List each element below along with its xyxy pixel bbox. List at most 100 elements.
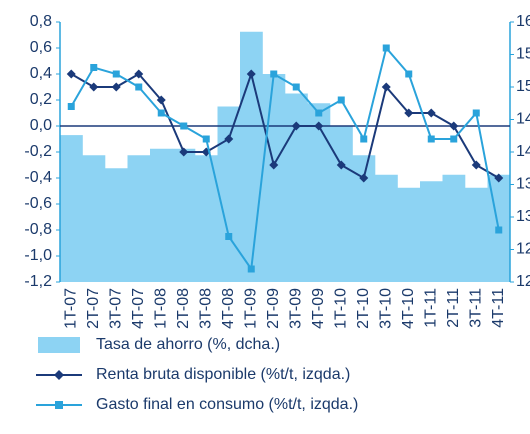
bar bbox=[172, 148, 196, 282]
bar bbox=[307, 103, 331, 282]
marker bbox=[315, 109, 323, 117]
y2-tick-label: 15,5 bbox=[516, 46, 530, 63]
y2-tick-label: 13,5 bbox=[516, 176, 530, 193]
bar bbox=[420, 181, 443, 282]
marker bbox=[156, 95, 166, 105]
x-tick-label: 1T-07 bbox=[62, 288, 79, 329]
marker bbox=[269, 160, 279, 170]
y-tick-label: -1,2 bbox=[24, 273, 52, 290]
marker bbox=[359, 173, 369, 183]
marker bbox=[135, 83, 143, 91]
marker bbox=[450, 135, 458, 143]
marker bbox=[90, 64, 98, 71]
marker bbox=[292, 83, 300, 91]
legend-label: Renta bruta disponible (%t/t, izqda.) bbox=[96, 366, 350, 383]
marker bbox=[471, 160, 481, 170]
x-tick-label: 4T-10 bbox=[400, 288, 417, 329]
bar bbox=[397, 187, 421, 282]
x-tick-label: 4T-09 bbox=[310, 288, 327, 329]
y-tick-label: 0,0 bbox=[30, 117, 52, 134]
y2-tick-label: 12,5 bbox=[516, 241, 530, 258]
x-tick-label: 1T-09 bbox=[242, 288, 259, 329]
marker bbox=[179, 147, 189, 157]
legend-swatch bbox=[38, 337, 80, 353]
bar bbox=[60, 135, 83, 282]
marker bbox=[382, 44, 390, 52]
marker bbox=[66, 69, 76, 79]
y-tick-label: -1,0 bbox=[24, 247, 52, 264]
marker bbox=[405, 70, 413, 78]
y-tick-label: -0,8 bbox=[24, 221, 52, 238]
bar bbox=[195, 155, 218, 282]
x-tick-label: 4T-11 bbox=[490, 288, 507, 328]
x-tick-label: 1T-08 bbox=[152, 288, 169, 329]
marker bbox=[247, 265, 255, 273]
y2-tick-label: 14,0 bbox=[516, 143, 530, 160]
y-tick-label: 0,2 bbox=[30, 91, 52, 108]
bar bbox=[150, 148, 173, 282]
marker bbox=[427, 135, 435, 143]
x-tick-label: 1T-10 bbox=[332, 288, 349, 329]
marker bbox=[337, 96, 345, 104]
x-tick-label: 1T-11 bbox=[422, 288, 439, 328]
marker bbox=[112, 70, 120, 78]
x-tick-label: 2T-09 bbox=[265, 288, 282, 329]
bar bbox=[240, 31, 263, 282]
x-tick-label: 3T-09 bbox=[287, 288, 304, 329]
legend-label: Gasto final en consumo (%t/t, izqda.) bbox=[96, 396, 358, 413]
marker bbox=[449, 121, 459, 131]
marker bbox=[495, 226, 503, 234]
x-tick-label: 2T-11 bbox=[445, 288, 462, 328]
marker bbox=[291, 121, 301, 131]
y2-tick-label: 16,0 bbox=[516, 13, 530, 30]
marker bbox=[67, 103, 75, 110]
marker bbox=[225, 233, 233, 240]
marker bbox=[381, 82, 391, 92]
x-tick-label: 2T-10 bbox=[355, 288, 372, 329]
marker bbox=[494, 173, 504, 183]
bar bbox=[105, 168, 128, 282]
x-tick-label: 4T-08 bbox=[220, 288, 237, 329]
x-tick-label: 3T-07 bbox=[107, 288, 124, 329]
marker bbox=[111, 82, 121, 92]
x-tick-label: 2T-08 bbox=[175, 288, 192, 329]
legend-marker bbox=[55, 401, 63, 409]
bar bbox=[375, 174, 398, 282]
marker bbox=[202, 135, 210, 143]
x-tick-label: 3T-11 bbox=[467, 288, 484, 328]
y2-tick-label: 13,0 bbox=[516, 208, 530, 225]
x-tick-label: 4T-07 bbox=[130, 288, 147, 329]
marker bbox=[336, 160, 346, 170]
marker bbox=[134, 69, 144, 79]
y2-tick-label: 12,0 bbox=[516, 273, 530, 290]
bar bbox=[262, 74, 286, 282]
y-tick-label: -0,6 bbox=[24, 195, 52, 212]
marker bbox=[180, 122, 188, 130]
marker bbox=[270, 70, 278, 78]
x-tick-label: 3T-10 bbox=[377, 288, 394, 329]
marker bbox=[426, 108, 436, 118]
marker bbox=[224, 134, 234, 144]
y-tick-label: 0,4 bbox=[30, 65, 52, 82]
y-tick-label: 0,6 bbox=[30, 39, 52, 56]
legend-marker bbox=[54, 370, 64, 380]
y2-tick-label: 14,5 bbox=[516, 111, 530, 128]
y-tick-label: -0,2 bbox=[24, 143, 52, 160]
line bbox=[70, 45, 500, 272]
marker bbox=[360, 135, 368, 143]
bar bbox=[127, 155, 151, 282]
marker bbox=[404, 108, 414, 118]
marker bbox=[246, 69, 256, 79]
marker bbox=[472, 109, 480, 117]
legend-label: Tasa de ahorro (%, dcha.) bbox=[96, 336, 280, 353]
marker bbox=[89, 82, 99, 92]
marker bbox=[314, 121, 324, 131]
bar bbox=[442, 174, 466, 282]
bar bbox=[82, 155, 106, 282]
x-tick-label: 3T-08 bbox=[197, 288, 214, 329]
bar bbox=[330, 126, 353, 282]
bar bbox=[352, 155, 376, 282]
y-tick-label: -0,4 bbox=[24, 169, 52, 186]
y2-tick-label: 15,0 bbox=[516, 78, 530, 95]
